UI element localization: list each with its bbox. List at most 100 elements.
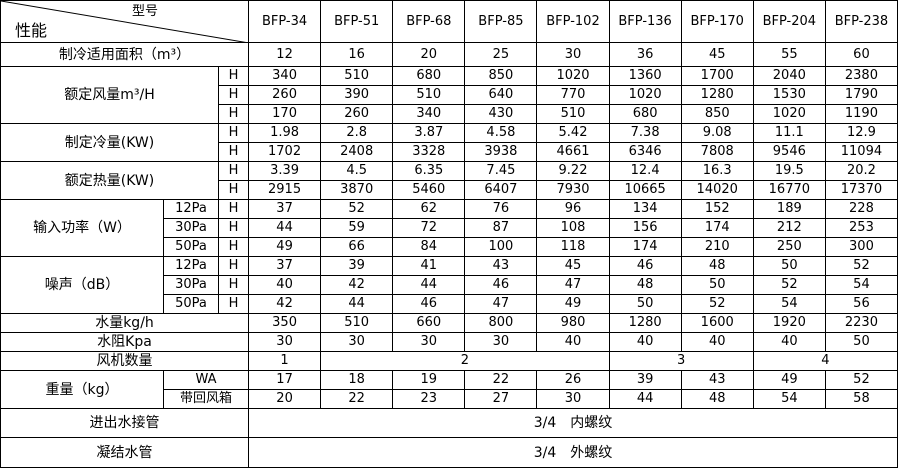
- value-cell: 3870: [320, 180, 394, 200]
- header-corner: 型号 性能: [0, 0, 250, 43]
- value-cell: 3/4 内螺纹: [248, 408, 898, 438]
- value-cell: 1790: [824, 85, 898, 105]
- row-label: 风机数量: [0, 351, 250, 371]
- value-cell: 260: [248, 85, 322, 105]
- value-cell: 2: [320, 351, 610, 371]
- sub-label: 30Pa: [163, 275, 219, 295]
- value-cell: 40: [608, 332, 682, 352]
- value-cell: 1280: [680, 85, 754, 105]
- value-cell: 1.98: [248, 123, 322, 143]
- value-cell: 1: [248, 351, 322, 371]
- value-cell: 42: [320, 275, 394, 295]
- unit-label: H: [217, 142, 250, 162]
- value-cell: 1020: [752, 104, 826, 124]
- value-cell: 45: [536, 256, 610, 276]
- value-cell: 260: [320, 104, 394, 124]
- value-cell: 17: [248, 370, 322, 390]
- value-cell: 980: [536, 313, 610, 333]
- value-cell: 47: [536, 275, 610, 295]
- value-cell: 7.38: [608, 123, 682, 143]
- table-row: 30Pa H 44 59 72 87 108 156 174 212 253: [1, 218, 898, 238]
- model-header: BFP-204: [752, 0, 826, 43]
- value-cell: 228: [824, 199, 898, 219]
- value-cell: 52: [824, 370, 898, 390]
- value-cell: 10665: [608, 180, 682, 200]
- value-cell: 390: [320, 85, 394, 105]
- value-cell: 250: [752, 237, 826, 257]
- group-label: 噪声（dB）: [0, 256, 164, 314]
- value-cell: 100: [464, 237, 538, 257]
- value-cell: 212: [752, 218, 826, 238]
- value-cell: 680: [392, 66, 466, 86]
- value-cell: 54: [752, 294, 826, 314]
- value-cell: 50: [824, 332, 898, 352]
- value-cell: 5.42: [536, 123, 610, 143]
- value-cell: 7.45: [464, 161, 538, 181]
- value-cell: 39: [608, 370, 682, 390]
- value-cell: 58: [824, 389, 898, 409]
- value-cell: 22: [320, 389, 394, 409]
- model-header: BFP-136: [608, 0, 682, 43]
- sub-label: 50Pa: [163, 294, 219, 314]
- sub-label: 带回风箱: [162, 389, 250, 409]
- value-cell: 49: [536, 294, 610, 314]
- value-cell: 76: [464, 199, 538, 219]
- value-cell: 12: [248, 42, 322, 67]
- value-cell: 16: [320, 42, 394, 67]
- unit-label: H: [217, 275, 250, 295]
- value-cell: 54: [824, 275, 898, 295]
- value-cell: 2380: [824, 66, 898, 86]
- model-header: BFP-34: [248, 0, 322, 43]
- value-cell: 510: [320, 313, 394, 333]
- value-cell: 46: [608, 256, 682, 276]
- table-row: 重量（kg） WA 17 18 19 22 26 39 43 49 52: [0, 370, 898, 409]
- value-cell: 30: [392, 332, 466, 352]
- value-cell: 22: [464, 370, 538, 390]
- value-cell: 44: [248, 218, 322, 238]
- value-cell: 44: [392, 275, 466, 295]
- table-row: 进出水接管 3/4 内螺纹: [0, 408, 898, 438]
- value-cell: 49: [752, 370, 826, 390]
- table-row: 输入功率（W） 12Pa H 37 52 62 76 96 134 152 189 228: [0, 199, 898, 257]
- unit-label: H: [217, 180, 250, 200]
- value-cell: 72: [392, 218, 466, 238]
- sub-label: 50Pa: [163, 237, 219, 257]
- value-cell: 210: [680, 237, 754, 257]
- value-cell: 96: [536, 199, 610, 219]
- value-cell: 3: [608, 351, 754, 371]
- value-cell: 7930: [536, 180, 610, 200]
- table-row: 凝结水管 3/4 外螺纹: [0, 437, 898, 468]
- unit-label: H: [217, 294, 250, 314]
- value-cell: 640: [464, 85, 538, 105]
- value-cell: 800: [464, 313, 538, 333]
- value-cell: 170: [248, 104, 322, 124]
- value-cell: 42: [248, 294, 322, 314]
- value-cell: 39: [320, 256, 394, 276]
- value-cell: 4.58: [464, 123, 538, 143]
- table-row: 制定冷量(KW) H 1.98 2.8 3.87 4.58 5.42 7.38 9.08 11.1…: [0, 123, 898, 162]
- unit-label: H: [217, 199, 250, 219]
- value-cell: 1020: [608, 85, 682, 105]
- unit-label: H: [217, 85, 250, 105]
- model-header: BFP-170: [680, 0, 754, 43]
- value-cell: 30: [464, 332, 538, 352]
- value-cell: 36: [608, 42, 682, 67]
- value-cell: 40: [752, 332, 826, 352]
- value-cell: 30: [320, 332, 394, 352]
- table-row: 水阻Kpa 30 30 30 30 40 40 40 40 50: [0, 332, 898, 352]
- value-cell: 11094: [824, 142, 898, 162]
- group-label: 制定冷量(KW): [0, 123, 219, 162]
- value-cell: 40: [248, 275, 322, 295]
- value-cell: 7808: [680, 142, 754, 162]
- value-cell: 48: [608, 275, 682, 295]
- value-cell: 40: [680, 332, 754, 352]
- value-cell: 44: [608, 389, 682, 409]
- value-cell: 3328: [392, 142, 466, 162]
- model-header: BFP-85: [464, 0, 538, 43]
- value-cell: 1920: [752, 313, 826, 333]
- table-row: 风机数量 1 2 3 4: [0, 351, 898, 371]
- value-cell: 253: [824, 218, 898, 238]
- value-cell: 2040: [752, 66, 826, 86]
- value-cell: 40: [536, 332, 610, 352]
